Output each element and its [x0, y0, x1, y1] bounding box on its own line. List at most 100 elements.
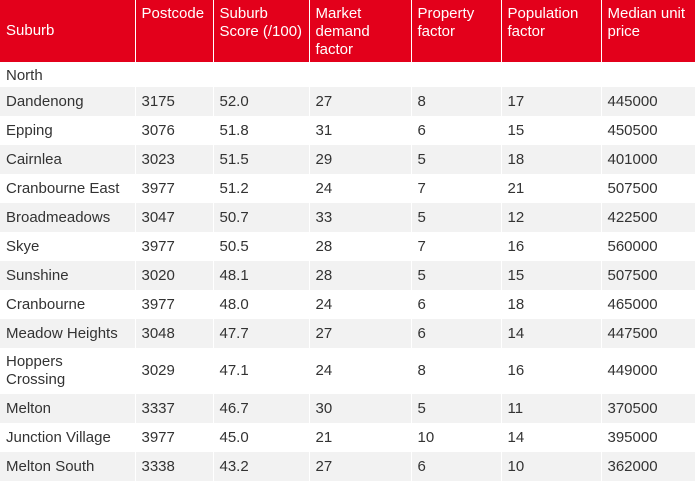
- cell-text: 43.2: [219, 457, 249, 475]
- table-cell: Skye: [0, 232, 135, 261]
- cell-text: Epping: [6, 121, 53, 139]
- cell-text: 6: [417, 457, 426, 475]
- table-cell: 447500: [600, 319, 695, 348]
- header-cell: Population factor: [500, 0, 601, 62]
- cell-text: Cranbourne: [6, 295, 86, 313]
- table-cell: 16: [500, 232, 601, 261]
- table-cell: 3977: [134, 232, 213, 261]
- table-cell: 27: [308, 452, 411, 481]
- table-cell: 29: [308, 145, 411, 174]
- table-cell: 18: [500, 290, 601, 319]
- table-cell: 43.2: [212, 452, 309, 481]
- cell-text: 6: [417, 121, 426, 139]
- cell-text: 24: [315, 295, 333, 313]
- cell-text: 24: [315, 362, 333, 379]
- table-cell: Broadmeadows: [0, 203, 135, 232]
- cell-text: 3020: [141, 266, 175, 284]
- table-row: North: [0, 62, 695, 87]
- cell-text: 6: [417, 324, 426, 342]
- cell-text: 370500: [607, 399, 658, 417]
- table-cell: 47.7: [212, 319, 309, 348]
- table-cell: Epping: [0, 116, 135, 145]
- table-cell: 3047: [134, 203, 213, 232]
- cell-text: 47.1: [219, 362, 249, 379]
- cell-text: 560000: [607, 237, 658, 255]
- table-row: Melton South 3338 43.2 27 6 10 362000: [0, 452, 695, 481]
- cell-text: 30: [315, 399, 333, 417]
- table-cell: 507500: [600, 261, 695, 290]
- table-cell: 18: [500, 145, 601, 174]
- table-cell: [500, 62, 601, 87]
- table-cell: 10: [500, 452, 601, 481]
- cell-text: Dandenong: [6, 92, 84, 110]
- table-cell: Cranbourne: [0, 290, 135, 319]
- cell-text: Cairnlea: [6, 150, 62, 168]
- table-cell: 3977: [134, 423, 213, 452]
- cell-text: 445000: [607, 92, 658, 110]
- table-cell: 11: [500, 394, 601, 423]
- table-cell: [308, 62, 411, 87]
- cell-text: 450500: [607, 121, 658, 139]
- cell-text: 6: [417, 295, 426, 313]
- cell-text: 3076: [141, 121, 175, 139]
- cell-text: 7: [417, 179, 426, 197]
- cell-text: 45.0: [219, 428, 249, 446]
- table-cell: 5: [410, 261, 501, 290]
- table-cell: 7: [410, 232, 501, 261]
- table-cell: 5: [410, 145, 501, 174]
- cell-text: 15: [507, 121, 525, 139]
- table-row: Cairnlea 3023 51.5 29 5 18 401000: [0, 145, 695, 174]
- table-cell: Meadow Heights: [0, 319, 135, 348]
- table-cell: 27: [308, 319, 411, 348]
- table-row: Dandenong 3175 52.0 27 8 17 445000: [0, 87, 695, 116]
- cell-text: 29: [315, 150, 333, 168]
- cell-text: Meadow Heights: [6, 324, 118, 342]
- table-cell: 450500: [600, 116, 695, 145]
- table-cell: 3338: [134, 452, 213, 481]
- cell-text: 33: [315, 208, 333, 226]
- cell-text: 18: [507, 150, 525, 168]
- cell-text: North: [6, 67, 43, 84]
- table-row: Broadmeadows 3047 50.7 33 5 12 422500: [0, 203, 695, 232]
- table-cell: 17: [500, 87, 601, 116]
- table-cell: [600, 62, 695, 87]
- table-cell: 50.5: [212, 232, 309, 261]
- table-cell: 48.0: [212, 290, 309, 319]
- cell-text: 3338: [141, 457, 175, 475]
- table-cell: [134, 62, 213, 87]
- header-cell: Property factor: [410, 0, 501, 62]
- table-cell: 3048: [134, 319, 213, 348]
- cell-text: 17: [507, 92, 525, 110]
- cell-text: 3175: [141, 92, 175, 110]
- cell-text: 3337: [141, 399, 175, 417]
- table-cell: Hoppers Crossing: [0, 348, 135, 394]
- table-cell: 16: [500, 348, 601, 394]
- table-cell: North: [0, 62, 135, 87]
- cell-text: 47.7: [219, 324, 249, 342]
- table-cell: 28: [308, 261, 411, 290]
- table-cell: 401000: [600, 145, 695, 174]
- cell-text: 50.7: [219, 208, 249, 226]
- table-row: Sunshine 3020 48.1 28 5 15 507500: [0, 261, 695, 290]
- table-cell: 465000: [600, 290, 695, 319]
- cell-text: 447500: [607, 324, 658, 342]
- table-cell: Cairnlea: [0, 145, 135, 174]
- header-row: Suburb Postcode Suburb Score (/100) Market …: [0, 0, 695, 62]
- cell-text: 21: [315, 428, 333, 446]
- cell-text: 8: [417, 362, 426, 379]
- cell-text: 12: [507, 208, 525, 226]
- table-cell: 28: [308, 232, 411, 261]
- cell-text: 3977: [141, 295, 175, 313]
- cell-text: 16: [507, 362, 525, 379]
- table-row: Epping 3076 51.8 31 6 15 450500: [0, 116, 695, 145]
- table-row: Junction Village 3977 45.0 21 10 14 395000: [0, 423, 695, 452]
- table-cell: 5: [410, 203, 501, 232]
- cell-text: 24: [315, 179, 333, 197]
- cell-text: 46.7: [219, 399, 249, 417]
- cell-text: 51.8: [219, 121, 249, 139]
- table-cell: 3977: [134, 174, 213, 203]
- cell-text: Melton South: [6, 457, 95, 475]
- cell-text: 16: [507, 237, 525, 255]
- cell-text: 7: [417, 237, 426, 255]
